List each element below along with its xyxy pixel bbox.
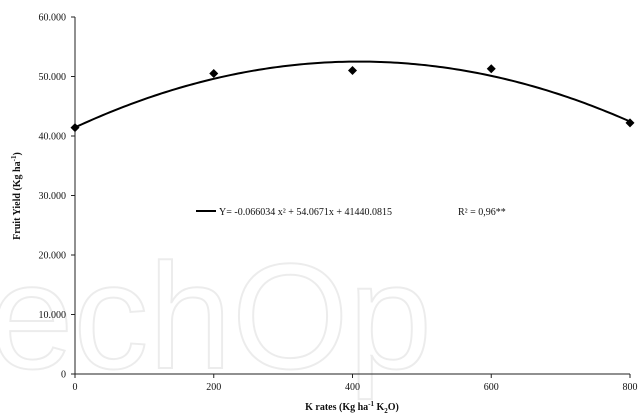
regression-curve — [74, 60, 631, 129]
x-axis-ticks: 0 200 400 600 800 — [73, 374, 638, 393]
regression-equation: Y= -0.066034 x² + 54.0671x + 41440.0815 — [219, 207, 392, 218]
data-point-marker — [486, 64, 496, 74]
x-tick-label: 800 — [623, 382, 638, 393]
y-tick-label: 50.000 — [39, 72, 67, 83]
y-axis-title: Fruit Yield (Kg ha-1) — [10, 152, 23, 240]
y-tick-label: 40.000 — [39, 132, 67, 143]
y-tick-label: 0 — [61, 370, 66, 381]
x-axis-title: K rates (Kg ha-1 K2O) — [305, 400, 399, 415]
data-point-marker — [348, 66, 357, 76]
y-tick-label: 10.000 — [39, 310, 67, 321]
r-squared-label: R² = 0,96** — [458, 207, 506, 218]
svg-text:echOp: echOp — [0, 232, 432, 400]
data-point-marker — [70, 123, 80, 133]
y-axis-ticks: 0 10.000 20.000 30.000 40.000 50.000 60.000 — [39, 13, 75, 381]
data-points — [70, 64, 635, 133]
y-tick-label: 60.000 — [39, 13, 67, 24]
x-tick-label: 200 — [206, 382, 221, 393]
y-tick-label: 20.000 — [39, 251, 67, 262]
watermark: echOp — [0, 231, 433, 401]
y-tick-label: 30.000 — [39, 191, 67, 202]
x-tick-label: 600 — [484, 382, 499, 393]
data-point-marker — [209, 69, 219, 79]
x-tick-label: 400 — [345, 382, 360, 393]
x-tick-label: 0 — [73, 382, 78, 393]
data-point-marker — [625, 118, 635, 128]
